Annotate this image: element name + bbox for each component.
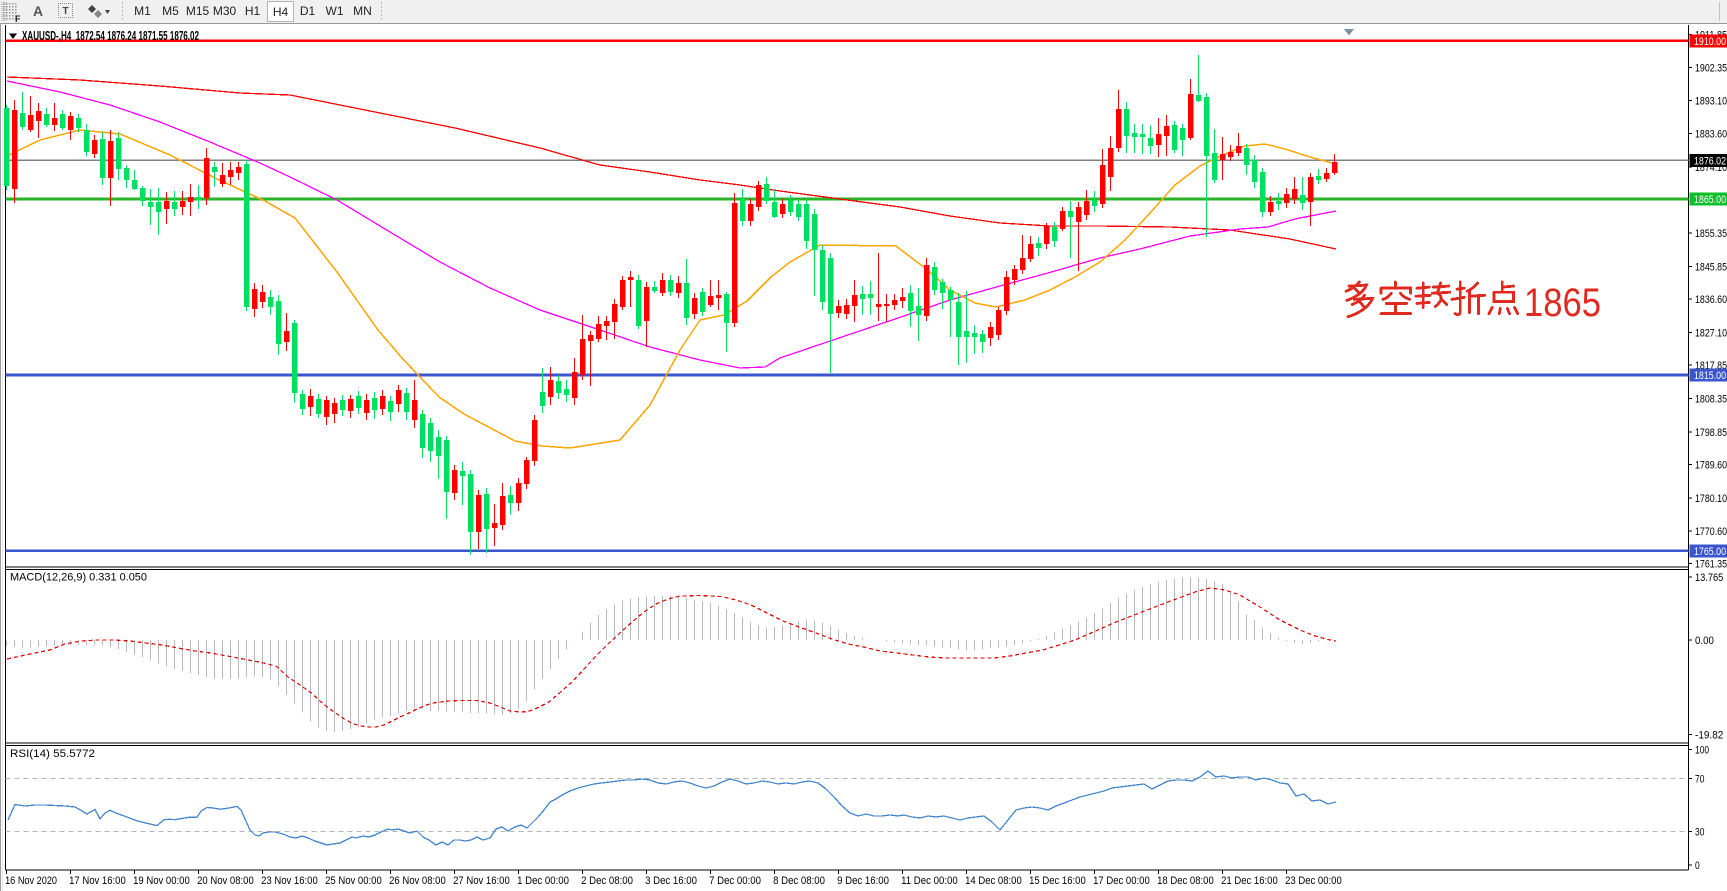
svg-text:17 Dec 00:00: 17 Dec 00:00 bbox=[1093, 875, 1150, 887]
svg-text:3 Dec 16:00: 3 Dec 16:00 bbox=[645, 875, 697, 887]
svg-text:23 Nov 16:00: 23 Nov 16:00 bbox=[261, 875, 318, 887]
svg-text:100: 100 bbox=[1695, 745, 1709, 757]
svg-text:RSI(14) 55.5772: RSI(14) 55.5772 bbox=[10, 748, 95, 760]
svg-text:23 Dec 00:00: 23 Dec 00:00 bbox=[1285, 875, 1342, 887]
svg-text:30: 30 bbox=[1695, 827, 1704, 839]
svg-text:15 Dec 16:00: 15 Dec 16:00 bbox=[1029, 875, 1086, 887]
svg-text:MACD(12,26,9) 0.331 0.050: MACD(12,26,9) 0.331 0.050 bbox=[10, 572, 147, 584]
svg-text:18 Dec 08:00: 18 Dec 08:00 bbox=[1157, 875, 1214, 887]
svg-text:1883.60: 1883.60 bbox=[1695, 129, 1727, 141]
svg-text:1845.85: 1845.85 bbox=[1695, 261, 1727, 273]
svg-text:1855.35: 1855.35 bbox=[1695, 228, 1727, 240]
svg-text:1770.60: 1770.60 bbox=[1695, 526, 1727, 538]
svg-text:1893.10: 1893.10 bbox=[1695, 95, 1727, 107]
svg-text:1827.10: 1827.10 bbox=[1695, 327, 1727, 339]
svg-text:2 Dec 08:00: 2 Dec 08:00 bbox=[581, 875, 633, 887]
svg-text:7 Dec 00:00: 7 Dec 00:00 bbox=[709, 875, 761, 887]
svg-text:11 Dec 00:00: 11 Dec 00:00 bbox=[901, 875, 958, 887]
svg-text:1789.60: 1789.60 bbox=[1695, 459, 1727, 471]
svg-text:1910.00: 1910.00 bbox=[1694, 36, 1726, 48]
svg-text:1815.00: 1815.00 bbox=[1694, 370, 1726, 382]
svg-text:14 Dec 08:00: 14 Dec 08:00 bbox=[965, 875, 1022, 887]
svg-text:70: 70 bbox=[1695, 774, 1704, 786]
svg-text:1808.35: 1808.35 bbox=[1695, 393, 1727, 405]
svg-text:13.765: 13.765 bbox=[1695, 572, 1723, 584]
svg-text:8 Dec 08:00: 8 Dec 08:00 bbox=[773, 875, 825, 887]
svg-text:16 Nov 2020: 16 Nov 2020 bbox=[5, 875, 57, 887]
svg-text:26 Nov 08:00: 26 Nov 08:00 bbox=[389, 875, 446, 887]
svg-text:17 Nov 16:00: 17 Nov 16:00 bbox=[69, 875, 126, 887]
svg-text:1836.60: 1836.60 bbox=[1695, 294, 1727, 306]
svg-text:F: F bbox=[15, 14, 21, 24]
svg-text:25 Nov 00:00: 25 Nov 00:00 bbox=[325, 875, 382, 887]
svg-text:1761.35: 1761.35 bbox=[1695, 559, 1727, 571]
svg-text:1876.02: 1876.02 bbox=[1694, 155, 1726, 167]
svg-text:1902.35: 1902.35 bbox=[1695, 63, 1727, 75]
svg-text:20 Nov 08:00: 20 Nov 08:00 bbox=[197, 875, 254, 887]
svg-text:27 Nov 16:00: 27 Nov 16:00 bbox=[453, 875, 510, 887]
svg-text:1 Dec 00:00: 1 Dec 00:00 bbox=[517, 875, 569, 887]
svg-text:1865: 1865 bbox=[1524, 281, 1601, 325]
svg-text:1780.10: 1780.10 bbox=[1695, 493, 1727, 505]
svg-text:0.00: 0.00 bbox=[1695, 635, 1714, 647]
svg-text:0: 0 bbox=[1695, 860, 1700, 872]
svg-text:1865.00: 1865.00 bbox=[1694, 194, 1726, 206]
svg-text:1765.00: 1765.00 bbox=[1694, 546, 1726, 558]
svg-text:XAUUSD-,H4 1872.54 1876.24 18: XAUUSD-,H4 1872.54 1876.24 1871.55 1876.… bbox=[22, 29, 199, 43]
svg-text:21 Dec 16:00: 21 Dec 16:00 bbox=[1221, 875, 1278, 887]
svg-text:19 Nov 00:00: 19 Nov 00:00 bbox=[133, 875, 190, 887]
svg-text:-19.82: -19.82 bbox=[1695, 730, 1723, 742]
svg-text:9 Dec 16:00: 9 Dec 16:00 bbox=[837, 875, 889, 887]
svg-text:1798.85: 1798.85 bbox=[1695, 427, 1727, 439]
